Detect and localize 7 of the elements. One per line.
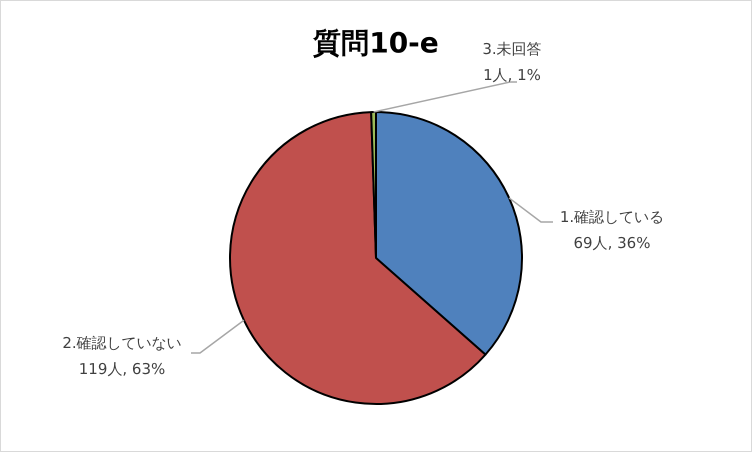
- data-label: 119人, 63%: [78, 360, 166, 378]
- data-label: 69人, 36%: [574, 234, 650, 252]
- slice-label: 2.確認していない: [62, 334, 182, 352]
- slice-label: 3.未回答: [482, 40, 542, 58]
- slice-label: 1.確認している: [560, 208, 664, 226]
- data-label: 1人, 1%: [483, 66, 541, 84]
- chart-title: 質問10-e: [312, 26, 439, 60]
